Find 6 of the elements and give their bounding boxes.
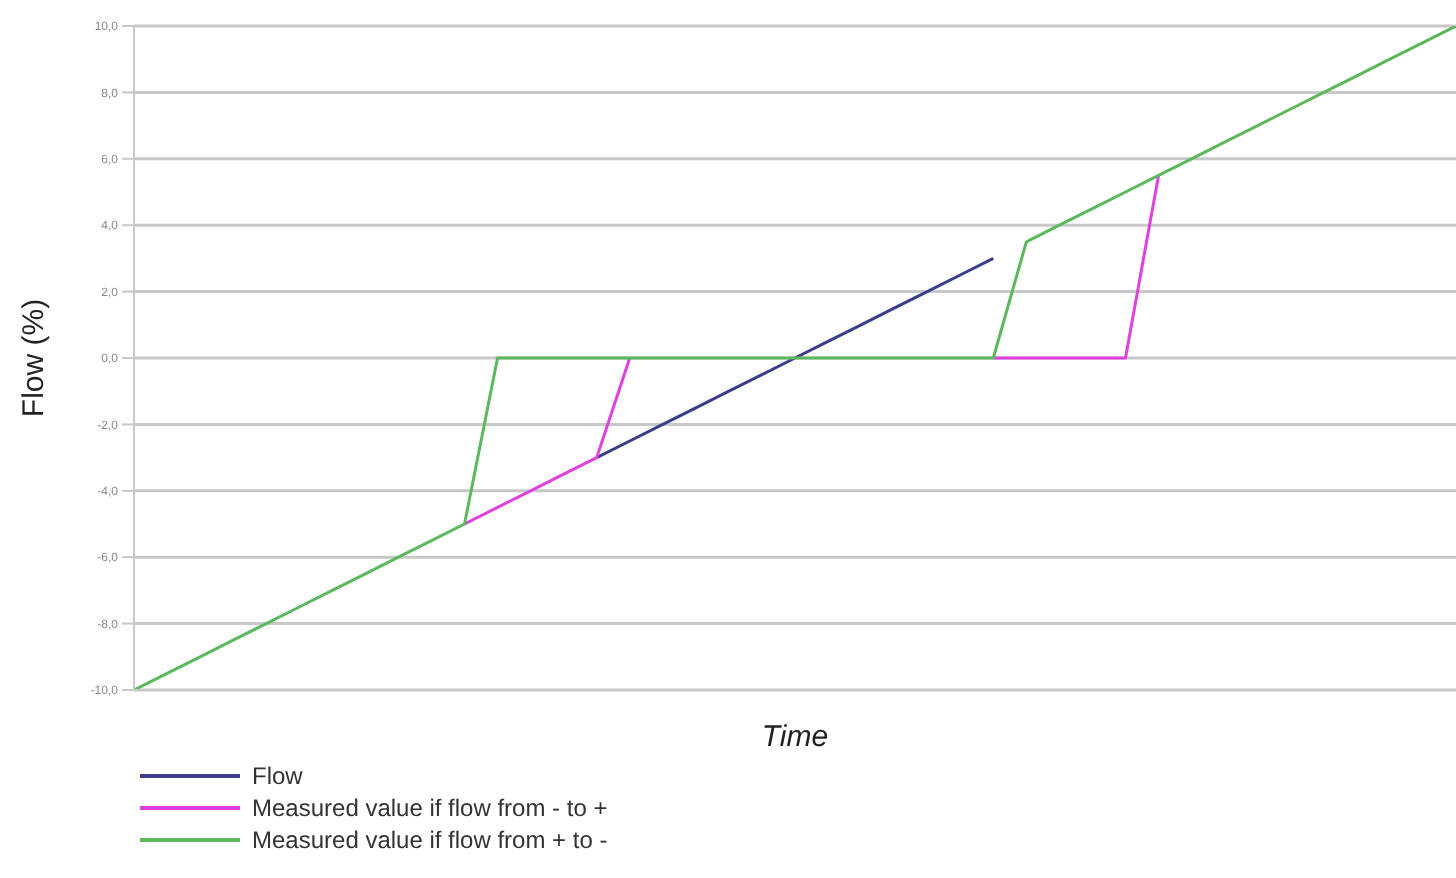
legend-label: Flow <box>252 762 303 790</box>
legend-label: Measured value if flow from - to + <box>252 794 608 822</box>
y-axis-title: Flow (%) <box>16 298 51 418</box>
line-series <box>595 256 995 460</box>
legend-label: Measured value if flow from + to - <box>252 826 608 854</box>
x-axis-title: Time <box>761 720 829 754</box>
